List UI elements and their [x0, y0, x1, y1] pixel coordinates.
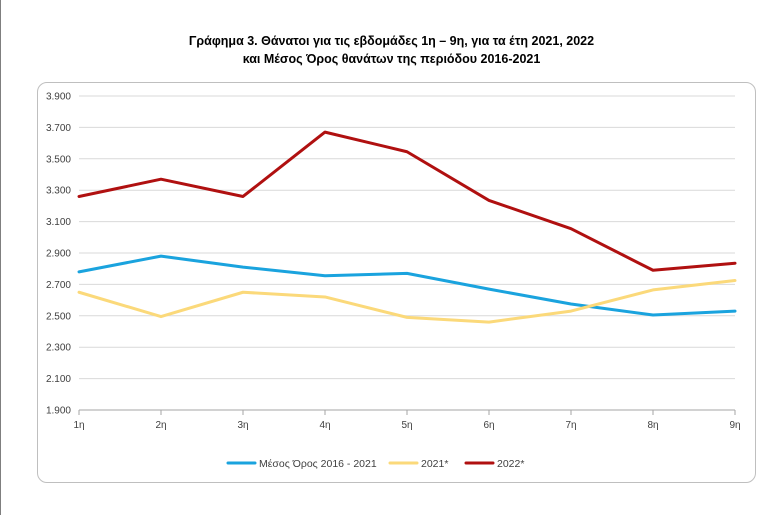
series-line-1 [77, 254, 737, 317]
series-lines [77, 130, 737, 324]
y-tick-label: 3.700 [46, 123, 71, 134]
series-line-2 [77, 278, 737, 324]
x-tick-label: 5η [401, 420, 412, 431]
x-tick-label: 1η [73, 420, 84, 431]
x-tick-label: 3η [237, 420, 248, 431]
legend: Μέσος Όρος 2016 - 2021 2021* 2022* [226, 458, 524, 470]
y-tick-label: 2.700 [46, 280, 71, 291]
legend-label: Μέσος Όρος 2016 - 2021 [259, 458, 377, 470]
x-tick-label: 9η [729, 420, 740, 431]
y-tick-label: 2.900 [46, 249, 71, 260]
y-tick-label: 3.100 [46, 217, 71, 228]
y-tick-label: 3.300 [46, 186, 71, 197]
page-left-rule [0, 0, 1, 515]
x-tick-label: 8η [647, 420, 658, 431]
x-axis-ticks: 1η 2η 3η 4η 5η 6η 7η 8η 9η [73, 410, 741, 431]
x-tick-label: 4η [319, 420, 330, 431]
x-tick-label: 2η [155, 420, 166, 431]
y-tick-label: 2.300 [46, 343, 71, 354]
chart-title-line-1: Γράφημα 3. Θάνατοι για τις εβδομάδες 1η … [188, 34, 595, 48]
x-tick-label: 6η [483, 420, 494, 431]
legend-label: 2021* [421, 458, 448, 470]
chart-title-line-2: και Μέσος Όρος θανάτων της περιόδου 2016… [242, 52, 541, 66]
y-tick-label: 1.900 [46, 406, 71, 417]
x-tick-label: 7η [565, 420, 576, 431]
y-axis-ticks: 1.900 2.100 2.300 2.500 2.700 2.900 3.100 3.300… [46, 92, 71, 417]
y-tick-label: 3.900 [46, 92, 71, 103]
gridlines [79, 95, 735, 411]
y-tick-label: 2.500 [46, 311, 71, 322]
series-line-3 [77, 130, 737, 272]
y-tick-label: 2.100 [46, 374, 71, 385]
y-tick-label: 3.500 [46, 154, 71, 165]
legend-label: 2022* [497, 458, 524, 470]
